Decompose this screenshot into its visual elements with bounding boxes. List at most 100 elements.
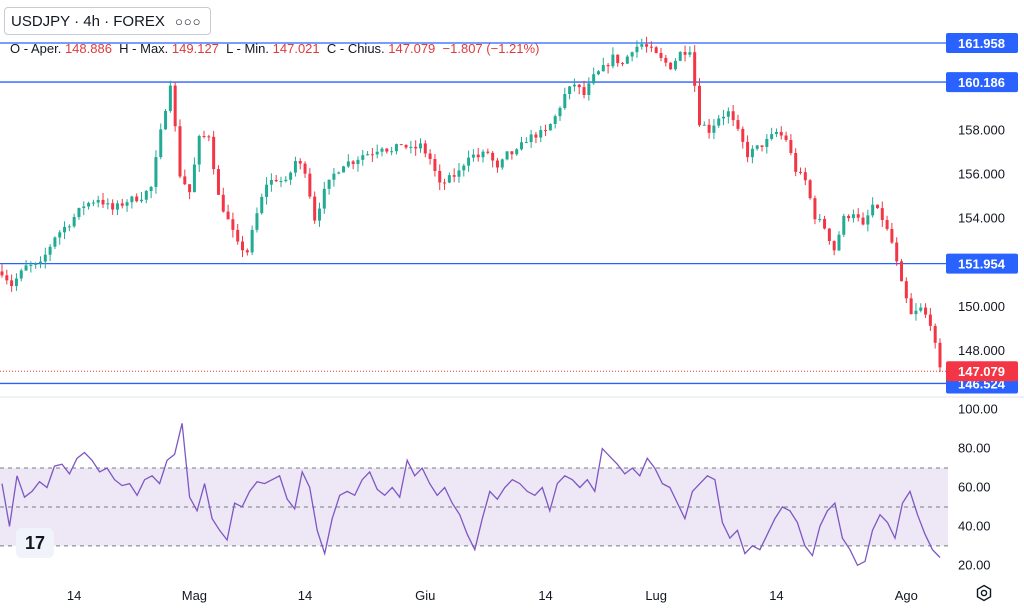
candle-body [120, 203, 124, 206]
price-axis-tick-label: 148.000 [958, 343, 1005, 358]
candle [933, 323, 937, 349]
candle-body [919, 307, 923, 311]
candle [82, 201, 86, 216]
candle-body [289, 172, 293, 180]
candle [29, 261, 33, 273]
candle-body [236, 229, 240, 242]
candle-body [890, 228, 894, 243]
candle [351, 159, 355, 170]
candle [77, 207, 81, 220]
candle-body [337, 172, 341, 174]
candle [404, 144, 408, 150]
candle [255, 207, 259, 233]
candle-body [0, 271, 4, 276]
low-value: 147.021 [272, 41, 320, 56]
candle-body [678, 52, 682, 61]
candle [10, 274, 14, 292]
hline-price-tag [946, 72, 1018, 93]
candle-body [241, 241, 245, 251]
candle [322, 181, 326, 214]
candle-body [736, 120, 740, 129]
candle-body [904, 281, 908, 299]
candle-body [202, 136, 206, 138]
candle-body [770, 134, 774, 139]
price-axis-tick-label: 156.000 [958, 166, 1005, 181]
candle [596, 70, 600, 76]
candle [418, 138, 422, 153]
candle-body [394, 144, 398, 152]
candle-body [534, 134, 538, 138]
candle [799, 167, 803, 175]
candle [289, 171, 293, 185]
change-percent: (−1.21%) [486, 41, 540, 56]
candle-body [87, 202, 91, 207]
time-axis-tick-label: Giu [415, 588, 435, 603]
candle [664, 54, 668, 67]
candle [159, 123, 163, 160]
candle-body [125, 202, 129, 206]
candle [630, 51, 634, 62]
candle [438, 164, 442, 191]
candle [366, 151, 370, 156]
symbol-selector[interactable]: USDJPY · 4h · FOREX ○○○ [4, 7, 211, 35]
candle [495, 157, 499, 173]
candle-body [755, 145, 759, 149]
candle-body [231, 219, 235, 230]
candle-body [524, 142, 528, 144]
candle [645, 36, 649, 53]
candle-body [245, 250, 249, 253]
candle [380, 147, 384, 157]
candle-body [774, 132, 778, 135]
candle-body [399, 144, 403, 146]
candle-body [563, 94, 567, 108]
candle [471, 149, 475, 162]
candle [875, 204, 879, 209]
candle-body [621, 63, 625, 65]
candle [293, 156, 297, 177]
candle-body [342, 166, 346, 173]
candle-body [115, 203, 119, 210]
candle [491, 151, 495, 168]
candle [592, 67, 596, 85]
candle-body [813, 198, 817, 220]
candle-body [380, 148, 384, 152]
candle [5, 269, 9, 285]
settings-icon[interactable] [975, 584, 993, 602]
candle-body [447, 175, 451, 183]
candle-body [746, 141, 750, 158]
candle-body [495, 160, 499, 168]
candle-body [356, 159, 360, 165]
candle [139, 192, 143, 203]
candle-body [693, 52, 697, 86]
candle-body [630, 52, 634, 57]
candle [298, 158, 302, 170]
candle-body [928, 314, 932, 326]
candle [823, 215, 827, 230]
candle-body [91, 202, 95, 204]
axes: 148.000150.000152.000154.000156.000158.0… [67, 122, 1005, 603]
candle-body [654, 47, 658, 53]
candle [308, 168, 312, 199]
candle [529, 129, 533, 148]
candle-body [491, 152, 495, 161]
more-dots-icon[interactable]: ○○○ [174, 13, 202, 29]
candle-body [645, 44, 649, 47]
candle-body [669, 62, 673, 70]
price-axis-tick-label: 154.000 [958, 211, 1005, 226]
candle [587, 77, 591, 101]
tradingview-logo-icon[interactable]: 17 [16, 528, 54, 558]
candle-body [226, 211, 230, 220]
candle-body [592, 74, 596, 84]
candle-body [697, 85, 701, 126]
low-label: L - Min. [226, 41, 270, 56]
candle-body [366, 154, 370, 156]
candle [635, 40, 639, 58]
candle [183, 169, 187, 186]
candle [250, 225, 254, 256]
candle-body [606, 65, 610, 67]
candle-body [596, 71, 600, 75]
candle [693, 45, 697, 92]
candle-body [149, 186, 153, 192]
candle-body [520, 142, 524, 150]
